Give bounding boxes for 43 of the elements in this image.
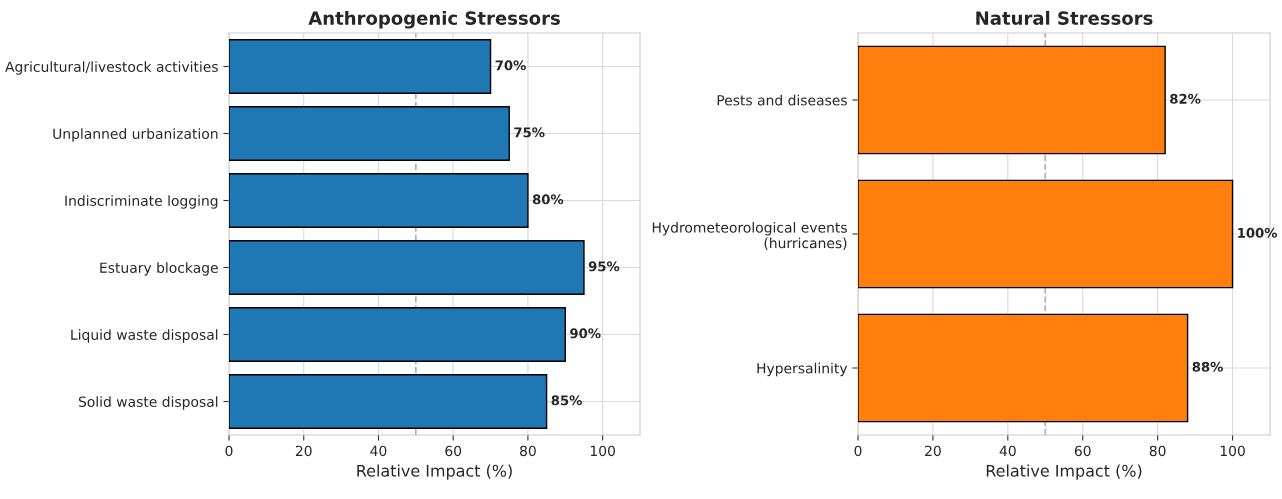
data-label: 100% [1238, 227, 1278, 238]
y-tick-label: Agricultural/livestock activities [5, 61, 218, 75]
y-tick-label: Unplanned urbanization [53, 128, 218, 142]
y-tick-label: Estuary blockage [100, 262, 218, 276]
data-label: 88% [1192, 361, 1223, 372]
data-label: 85% [551, 395, 582, 406]
y-tick-label: Hydrometeorological events (hurricanes) [652, 222, 847, 250]
x-tick-label: 100 [590, 445, 615, 457]
bar [858, 313, 1189, 423]
chart-title: Anthropogenic Stressors [308, 10, 560, 29]
x-tick-label: 40 [370, 445, 387, 457]
x-tick-label: 80 [1149, 445, 1166, 457]
bar [229, 374, 548, 429]
data-label: 82% [1170, 93, 1201, 104]
bar [229, 106, 510, 161]
x-tick-label: 0 [225, 445, 233, 457]
data-label: 90% [570, 328, 601, 339]
y-tick-label: Liquid waste disposal [71, 329, 218, 343]
x-tick-label: 100 [1220, 445, 1245, 457]
x-tick-label: 80 [520, 445, 536, 457]
x-tick-label: 60 [445, 445, 462, 457]
bar [229, 240, 585, 295]
y-tick-label: Indiscriminate logging [65, 195, 218, 209]
x-axis-title: Relative Impact (%) [357, 464, 512, 480]
data-label: 80% [532, 194, 564, 205]
x-tick-label: 0 [854, 445, 862, 457]
y-tick-label: Hypersalinity [757, 362, 848, 377]
data-label: 75% [514, 127, 545, 138]
x-axis-title: Relative Impact (%) [986, 464, 1142, 480]
bar [229, 173, 529, 228]
data-label: 95% [588, 261, 620, 272]
chart-title: Natural Stressors [976, 10, 1153, 25]
x-tick-label: 40 [999, 445, 1016, 457]
x-tick-label: 20 [295, 445, 312, 457]
data-label: 70% [495, 60, 526, 71]
y-tick-label: Solid waste disposal [78, 396, 218, 410]
bar [229, 39, 492, 94]
bar [858, 45, 1166, 155]
bar [229, 307, 566, 362]
bar [858, 179, 1234, 289]
x-tick-label: 20 [925, 445, 941, 457]
x-tick-label: 60 [1074, 445, 1091, 457]
y-tick-label: Pests and diseases [717, 94, 847, 106]
